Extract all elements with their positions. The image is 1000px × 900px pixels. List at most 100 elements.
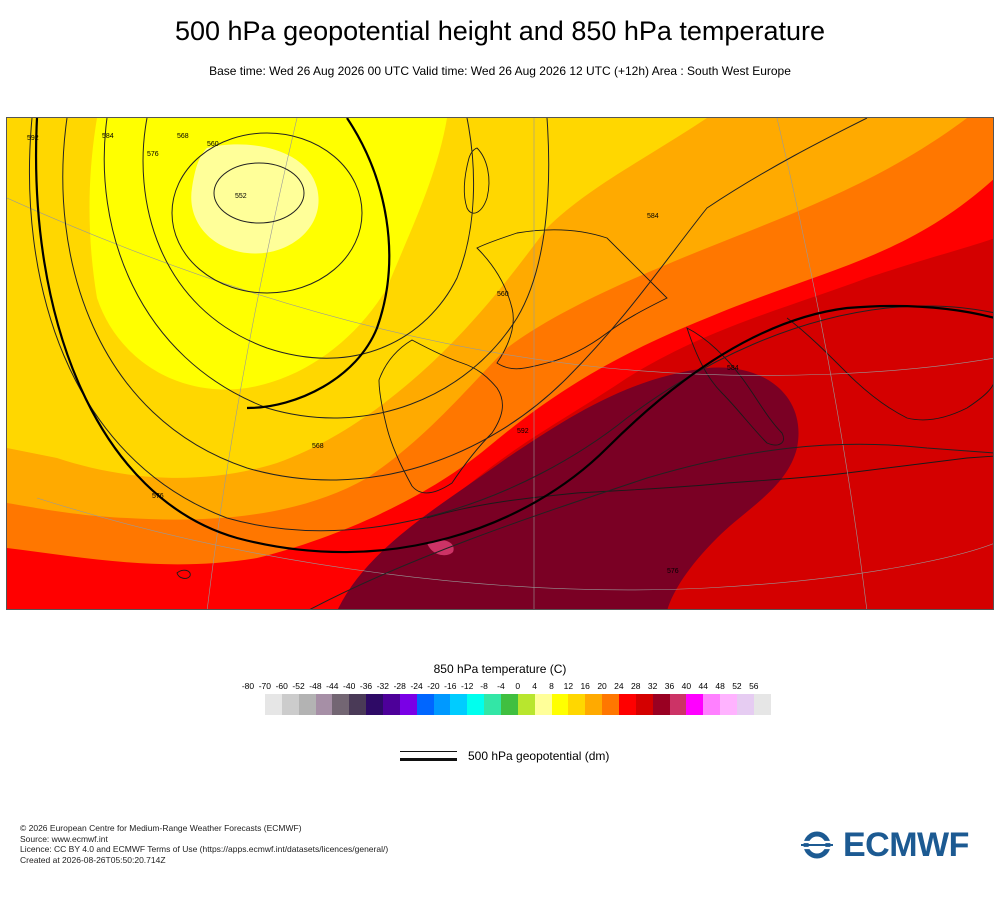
colorbar-tick-label: -28 <box>393 681 406 691</box>
colorbar-swatch <box>399 694 417 715</box>
colorbar-tick-label: 32 <box>647 681 658 691</box>
colorbar-swatch <box>281 694 299 715</box>
colorbar-swatch <box>703 694 721 715</box>
page-title: 500 hPa geopotential height and 850 hPa … <box>174 16 825 46</box>
colorbar-swatch <box>568 694 586 715</box>
colorbar-swatch <box>669 694 687 715</box>
contour-bold-568 <box>35 118 993 554</box>
page-subtitle: Base time: Wed 26 Aug 2026 00 UTC Valid … <box>209 64 791 78</box>
weather-map[interactable]: 552 560 568 576 584 592 560 568 576 584 … <box>6 117 994 610</box>
colorbar-tick-label: -8 <box>480 681 488 691</box>
colorbar-swatch <box>366 694 384 715</box>
footer-line: Created at 2026-08-26T05:50:20.714Z <box>20 854 166 865</box>
colorbar-swatch <box>737 694 754 715</box>
colorbar-tick-label: 20 <box>597 681 607 691</box>
coastline-canary <box>176 569 191 579</box>
colorbar-tick-label: 0 <box>515 681 521 691</box>
colorbar-tick-label: -24 <box>410 681 423 691</box>
colorbar-swatch <box>551 694 569 715</box>
contour-label: 568 <box>177 133 189 140</box>
contour-label: 552 <box>235 193 247 200</box>
geopotential-legend-line <box>400 749 457 762</box>
colorbar-tick-label: 56 <box>749 681 759 691</box>
contour-label: 584 <box>727 365 739 372</box>
colorbar-tick-label: -20 <box>427 681 440 691</box>
colorbar-tick-label: 24 <box>614 681 624 691</box>
contour-label: 576 <box>667 568 679 575</box>
colorbar-swatch <box>315 694 333 715</box>
temp-band-yellow <box>89 118 447 390</box>
colorbar-tick-label: 36 <box>664 681 675 691</box>
contour-568 <box>142 118 475 359</box>
contour-label: 592 <box>517 428 529 435</box>
copyright-footer: © 2026 European Centre for Medium-Range … <box>20 823 388 865</box>
colorbar-swatch <box>753 694 771 715</box>
contour-552 <box>213 162 305 224</box>
colorbar-tick-label: -52 <box>292 681 305 691</box>
colorbar-swatch <box>517 694 535 715</box>
colorbar-tick-label: 28 <box>631 681 641 691</box>
contour-label: 576 <box>152 493 164 500</box>
coastline-balkans <box>786 317 993 421</box>
colorbar-tick-label: -32 <box>376 681 390 691</box>
colorbar-tick-label: -48 <box>309 681 322 691</box>
colorbar-tick-label: -36 <box>359 681 373 691</box>
footer-line: © 2026 European Centre for Medium-Range … <box>20 823 302 833</box>
colorbar-swatch <box>585 694 603 715</box>
colorbar-swatch <box>383 694 400 715</box>
coastline-north-africa <box>426 455 993 519</box>
colorbar-tick-label: -16 <box>444 681 457 691</box>
colorbar-tick-label: 4 <box>532 681 537 691</box>
contour-label: 584 <box>102 133 114 140</box>
colorbar-swatch <box>332 694 350 715</box>
colorbar <box>265 694 771 715</box>
colorbar-swatch <box>619 694 636 715</box>
footer-line: Source: www.ecmwf.int <box>20 833 108 844</box>
colorbar-tick-label: -44 <box>326 681 339 691</box>
colorbar-ticks: -80 -70 -60 -52 -48 -44 -40 -36 -32 -28 -24 -20 -16-… <box>0 681 1000 693</box>
colorbar-title: 850 hPa temperature (C) <box>433 662 567 676</box>
geopotential-legend-label: 500 hPa geopotential (dm) <box>468 749 610 763</box>
colorbar-swatch <box>265 694 282 715</box>
temp-band-patch <box>427 539 454 556</box>
contour-592 <box>29 118 993 532</box>
colorbar-swatch <box>433 694 451 715</box>
colorbar-swatch <box>652 694 670 715</box>
geopotential-contours <box>29 118 993 609</box>
colorbar-tick-label: -12 <box>461 681 474 691</box>
colorbar-swatch <box>416 694 434 715</box>
contour-584 <box>62 118 868 481</box>
colorbar-swatch <box>720 694 738 715</box>
colorbar-swatch <box>467 694 485 715</box>
contour-bold-576 <box>246 118 391 410</box>
colorbar-tick-label: 52 <box>732 681 742 691</box>
colorbar-tick-label: 40 <box>681 681 692 691</box>
coastline-iberia <box>378 339 503 494</box>
colorbar-tick-label: 48 <box>715 681 725 691</box>
contour-560 <box>171 132 363 294</box>
ecmwf-logo-text: ECMWF <box>843 825 969 864</box>
colorbar-swatch <box>298 694 316 715</box>
temp-band-pale <box>191 144 319 254</box>
colorbar-tick-label: 44 <box>698 681 708 691</box>
contour-576 <box>103 118 550 419</box>
geopotential-contours-bold <box>35 118 993 554</box>
colorbar-tick-label: -40 <box>343 681 356 691</box>
contour-label: 576 <box>147 151 159 158</box>
contour-596 <box>309 443 993 609</box>
colorbar-tick-label: -60 <box>275 681 288 691</box>
colorbar-swatch <box>635 694 653 715</box>
contour-label: 584 <box>647 213 659 220</box>
contour-label: 560 <box>497 291 509 298</box>
coastline-italy <box>686 327 784 446</box>
ecmwf-logo[interactable]: ECMWF <box>795 826 985 864</box>
colorbar-tick-label: 8 <box>549 681 554 691</box>
contour-label: 568 <box>312 443 324 450</box>
graticule <box>7 118 993 609</box>
footer-line: Licence: CC BY 4.0 and ECMWF Terms of Us… <box>20 844 389 854</box>
colorbar-swatch <box>602 694 620 715</box>
colorbar-swatch <box>484 694 502 715</box>
colorbar-swatch <box>501 694 518 715</box>
colorbar-tick-label: -80 <box>241 681 255 691</box>
contour-label: 560 <box>207 141 219 148</box>
